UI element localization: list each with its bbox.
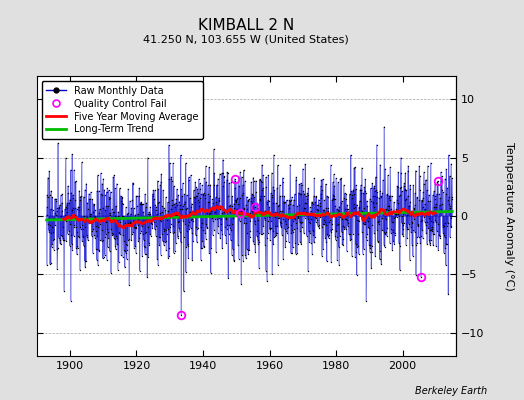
Text: Berkeley Earth: Berkeley Earth	[415, 386, 487, 396]
Text: KIMBALL 2 N: KIMBALL 2 N	[198, 18, 294, 33]
Legend: Raw Monthly Data, Quality Control Fail, Five Year Moving Average, Long-Term Tren: Raw Monthly Data, Quality Control Fail, …	[41, 81, 203, 139]
Text: 41.250 N, 103.655 W (United States): 41.250 N, 103.655 W (United States)	[144, 34, 349, 44]
Y-axis label: Temperature Anomaly (°C): Temperature Anomaly (°C)	[504, 142, 514, 290]
